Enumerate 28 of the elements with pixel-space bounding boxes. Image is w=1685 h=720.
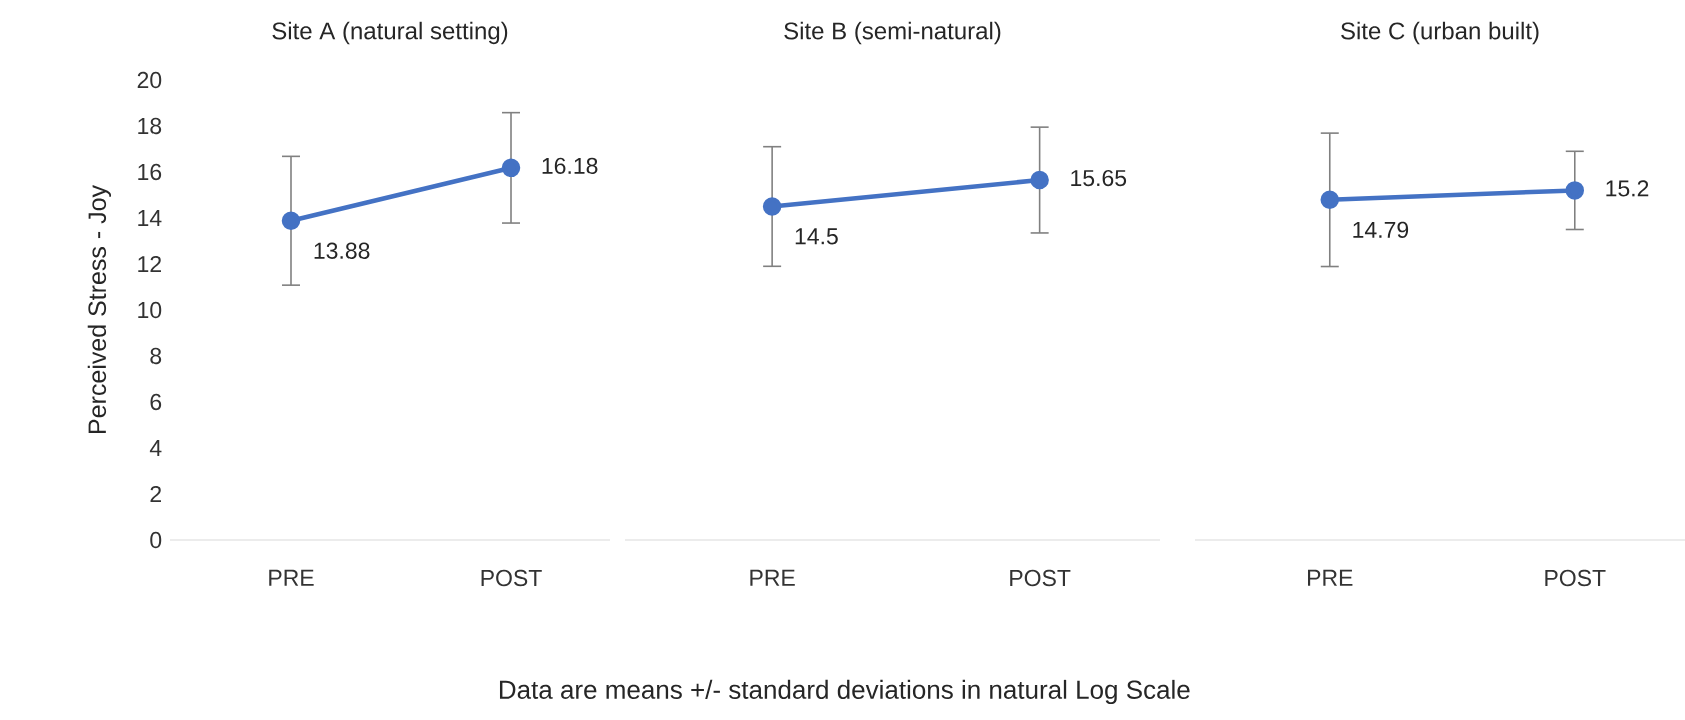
y-tick-label: 20 [137, 71, 162, 89]
y-tick-label: 0 [150, 531, 162, 549]
x-tick-label: PRE [750, 569, 795, 586]
data-label: 13.88 [314, 242, 370, 259]
y-tick-label: 8 [150, 347, 162, 365]
x-tick-label: POST [1010, 569, 1071, 587]
data-label: 14.79 [1353, 221, 1409, 238]
data-label: 15.2 [1606, 180, 1649, 197]
x-tick-label: PRE [269, 569, 314, 586]
y-tick-label: 10 [138, 301, 162, 319]
y-tick-label: 14 [138, 210, 162, 226]
chart-title: Site C (urban built) [1341, 21, 1539, 45]
chart-title: Site B (semi-natural) [784, 21, 1001, 45]
x-tick-label: POST [481, 569, 542, 587]
x-tick-label: POST [1545, 569, 1606, 587]
y-tick-label: 18 [138, 117, 162, 135]
y-tick-label: 4 [149, 440, 162, 456]
y-tick-label: 6 [150, 393, 162, 411]
data-label: 15.65 [1071, 169, 1127, 187]
y-tick-label: 2 [150, 485, 161, 503]
data-label: 16.18 [542, 157, 598, 174]
y-tick-label: 12 [138, 255, 161, 273]
text: Data are means +/- standard deviations in natural Log Scale [499, 679, 1190, 705]
x-tick-label: PRE [1308, 569, 1353, 586]
y-axis-title: Perceived Stress - Joy [87, 185, 112, 433]
chart-title: Site A (natural setting) [272, 21, 508, 45]
data-label: 14.5 [795, 228, 838, 245]
y-tick-label: 16 [138, 163, 162, 181]
